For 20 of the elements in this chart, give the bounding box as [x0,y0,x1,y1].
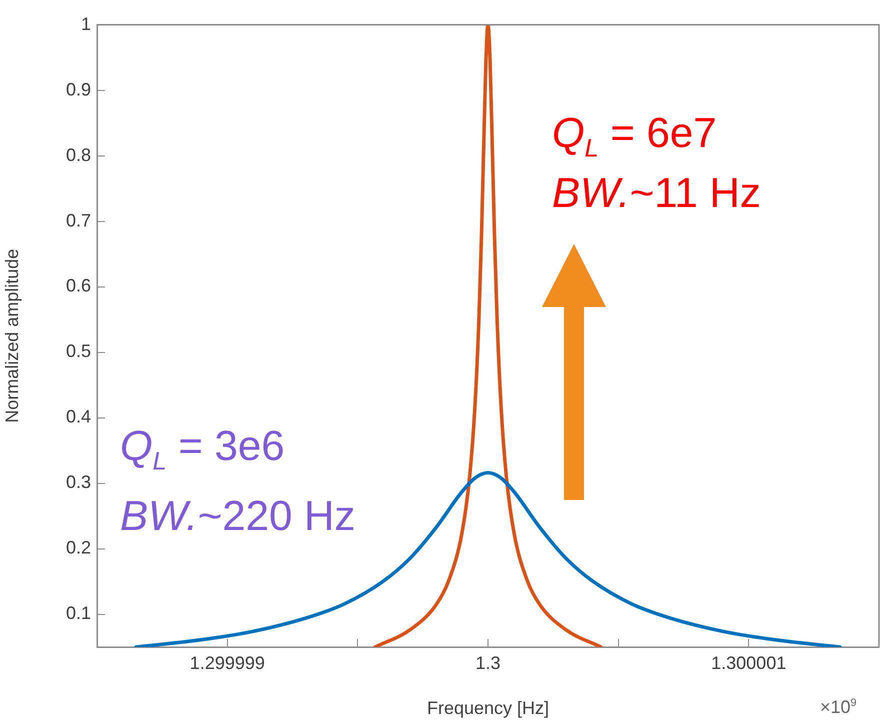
y-tick-label: 0.8 [66,144,91,165]
y-tick-label: 0.1 [66,603,91,624]
y-tick-label: 0.3 [66,472,91,492]
y-tick-label: 0.6 [66,276,91,296]
y-tick-label: 0.2 [66,538,91,558]
y-axis-title: Normalized amplitude [2,248,22,423]
x-tick-label: 1.300001 [711,652,786,673]
annotation: BW.~11 Hz [552,169,761,216]
text: ×10$^{9}$ [820,697,857,717]
x-tick-label: 1.3 [475,652,501,673]
y-tick-label: 0.5 [66,341,91,362]
y-tick-label: 0.4 [66,406,91,427]
y-tick-label: 0.7 [66,210,91,230]
y-tick-label: 0.9 [66,79,91,100]
x-tick-label: 1.299999 [190,652,265,673]
annotation: Q$_{L}$ = 6e7 [552,109,717,162]
y-tick-label: 1 [80,14,91,34]
annotation: Q$_{L}$ = 3e6 [120,422,285,476]
x-axis-title: Frequency [Hz] [426,698,550,718]
annotation: BW.~220 Hz [120,492,356,539]
